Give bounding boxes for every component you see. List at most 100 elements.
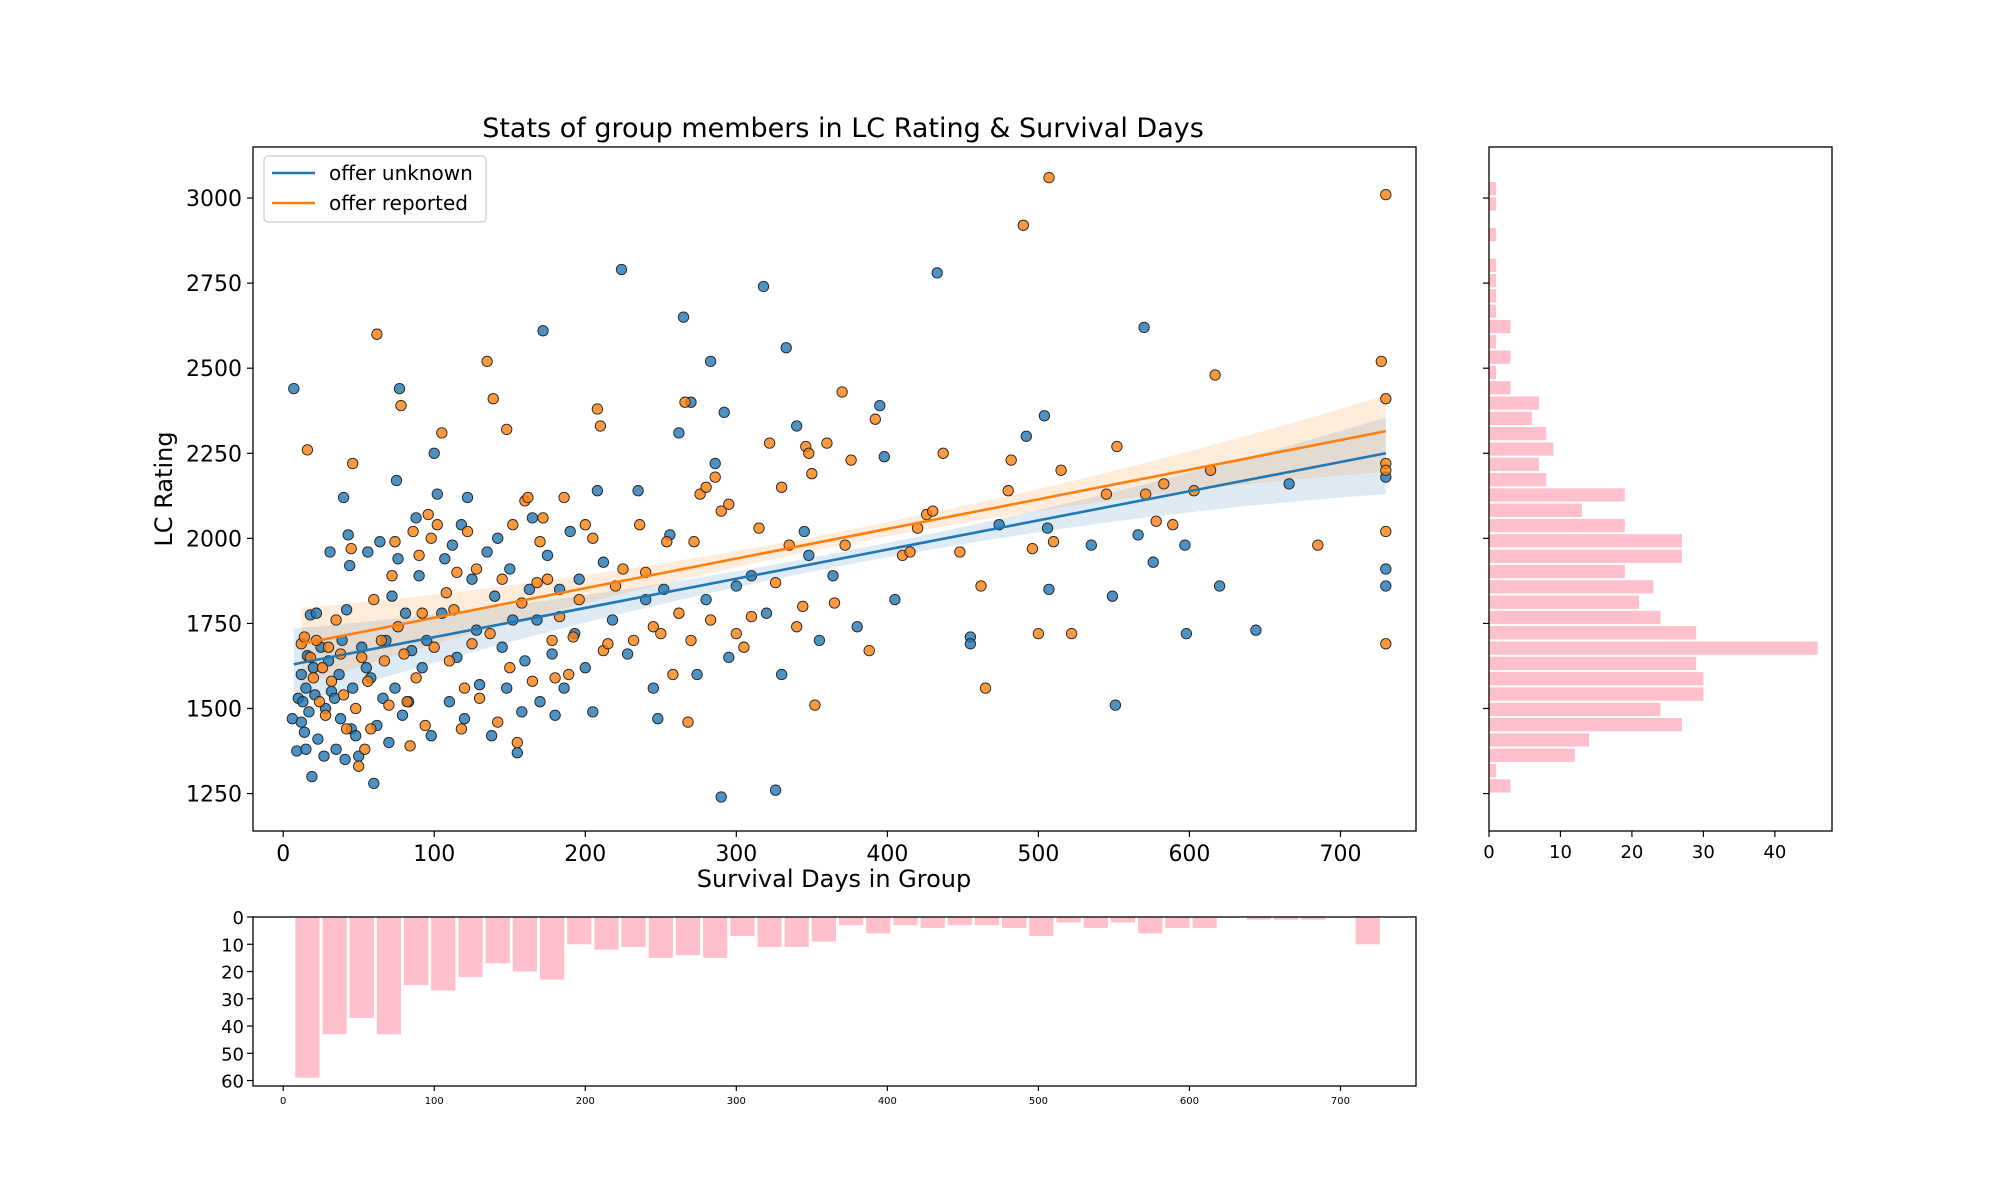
- data-point-offer-reported: [730, 627, 742, 640]
- data-point-offer-unknown: [1132, 529, 1144, 541]
- rating-histogram-ticks: 0 10 20 30 40: [1483, 197, 1786, 863]
- legend-label-offer-reported: offer reported: [329, 191, 468, 215]
- histogram-bar: [404, 917, 429, 986]
- data-point-offer-reported: [395, 399, 407, 412]
- data-point-offer-reported: [634, 519, 646, 531]
- data-point-offer-reported: [667, 668, 679, 681]
- data-point-offer-reported: [709, 471, 721, 483]
- data-point-offer-reported: [1032, 627, 1045, 640]
- data-point-offer-unknown: [339, 753, 351, 766]
- data-point-offer-unknown: [803, 549, 815, 562]
- histogram-bar: [512, 917, 537, 972]
- histogram-bar: [730, 917, 755, 937]
- data-point-offer-reported: [700, 481, 712, 493]
- histogram-bar: [1165, 917, 1190, 928]
- data-point-offer-reported: [715, 505, 727, 517]
- data-point-offer-reported: [481, 355, 493, 368]
- y-tick-label: 20: [221, 963, 244, 984]
- data-point-offer-reported: [404, 740, 416, 752]
- histogram-bar: [594, 917, 619, 950]
- data-point-offer-reported: [422, 508, 434, 521]
- data-point-offer-unknown: [558, 682, 570, 694]
- scatter-panel: Stats of group members in LC Rating & Su…: [150, 113, 1417, 893]
- data-point-offer-unknown: [791, 420, 803, 432]
- x-tick-label: 700: [1331, 1096, 1350, 1107]
- histogram-bar: [1489, 610, 1661, 625]
- histogram-bar: [376, 917, 401, 1035]
- data-point-offer-unknown: [652, 713, 664, 725]
- histogram-bar: [1489, 595, 1640, 609]
- data-point-offer-unknown: [709, 457, 721, 470]
- data-point-offer-reported: [549, 672, 561, 684]
- histogram-bar: [1489, 733, 1589, 747]
- data-point-offer-reported: [1026, 542, 1039, 555]
- data-point-offer-unknown: [347, 682, 359, 694]
- y-axis-label: LC Rating: [150, 431, 178, 546]
- histogram-bar: [893, 917, 918, 926]
- data-point-offer-unknown: [526, 512, 539, 524]
- data-point-offer-unknown: [458, 713, 471, 725]
- data-point-offer-unknown: [1020, 430, 1032, 442]
- data-point-offer-unknown: [360, 662, 372, 674]
- data-point-offer-unknown: [288, 382, 300, 395]
- data-point-offer-reported: [567, 631, 579, 643]
- histogram-bar: [1489, 273, 1497, 288]
- data-point-offer-reported: [1158, 478, 1170, 490]
- histogram-bar: [1489, 488, 1625, 502]
- data-point-offer-reported: [579, 519, 591, 531]
- data-point-offer-unknown: [291, 745, 303, 757]
- data-point-offer-reported: [602, 638, 614, 650]
- x-tick-label: 600: [1180, 1096, 1199, 1107]
- histogram-bar: [1489, 457, 1539, 471]
- data-point-offer-unknown: [730, 580, 742, 592]
- data-point-offer-reported: [753, 522, 765, 534]
- data-point-offer-reported: [322, 641, 335, 653]
- data-point-offer-reported: [1167, 519, 1179, 531]
- data-point-offer-reported: [425, 532, 437, 544]
- data-point-offer-reported: [531, 576, 543, 589]
- data-point-offer-unknown: [337, 491, 350, 504]
- data-point-offer-reported: [473, 692, 486, 704]
- histogram-bar: [1138, 917, 1163, 934]
- data-point-offer-unknown: [428, 447, 440, 459]
- data-point-offer-reported: [440, 587, 452, 599]
- y-tick-label: 2250: [186, 442, 242, 467]
- data-point-offer-unknown: [340, 604, 353, 616]
- data-point-offer-reported: [443, 655, 456, 667]
- data-point-offer-unknown: [350, 730, 362, 742]
- legend: offer unknown offer reported: [263, 155, 487, 223]
- y-tick-label: 2000: [186, 527, 242, 552]
- regression-lines: [293, 429, 1387, 666]
- data-point-offer-reported: [356, 651, 368, 664]
- data-point-offer-unknown: [489, 590, 501, 602]
- data-point-offer-reported: [1005, 454, 1017, 466]
- data-point-offer-unknown: [342, 529, 354, 541]
- x-tick-label: 700: [1319, 842, 1361, 867]
- histogram-bar: [485, 917, 510, 964]
- data-point-offer-reported: [419, 719, 431, 732]
- data-point-offer-reported: [647, 621, 659, 633]
- data-point-offer-unknown: [597, 556, 610, 568]
- histogram-bar: [1489, 656, 1697, 670]
- data-point-offer-reported: [704, 614, 717, 626]
- histogram-bar: [1246, 917, 1271, 920]
- histogram-bar: [757, 917, 782, 947]
- data-point-offer-reported: [511, 736, 523, 749]
- data-point-offer-unknown: [492, 532, 504, 544]
- data-point-offer-reported: [383, 699, 395, 711]
- histogram-bar: [1489, 518, 1625, 533]
- histogram-bar: [1489, 411, 1532, 425]
- data-point-offer-reported: [546, 634, 558, 647]
- data-point-offer-unknown: [473, 679, 486, 691]
- data-point-offer-reported: [655, 627, 667, 640]
- x-axis-label: Survival Days in Group: [697, 865, 972, 893]
- histogram-bar: [349, 917, 374, 1018]
- main-axes-frame: [252, 146, 1417, 832]
- data-point-offer-unknown: [1138, 321, 1150, 334]
- data-point-offer-unknown: [383, 736, 395, 749]
- data-point-offer-reported: [386, 570, 398, 582]
- histogram-bar: [1489, 534, 1682, 548]
- data-point-offer-reported: [558, 491, 570, 504]
- data-point-offer-unknown: [964, 638, 977, 650]
